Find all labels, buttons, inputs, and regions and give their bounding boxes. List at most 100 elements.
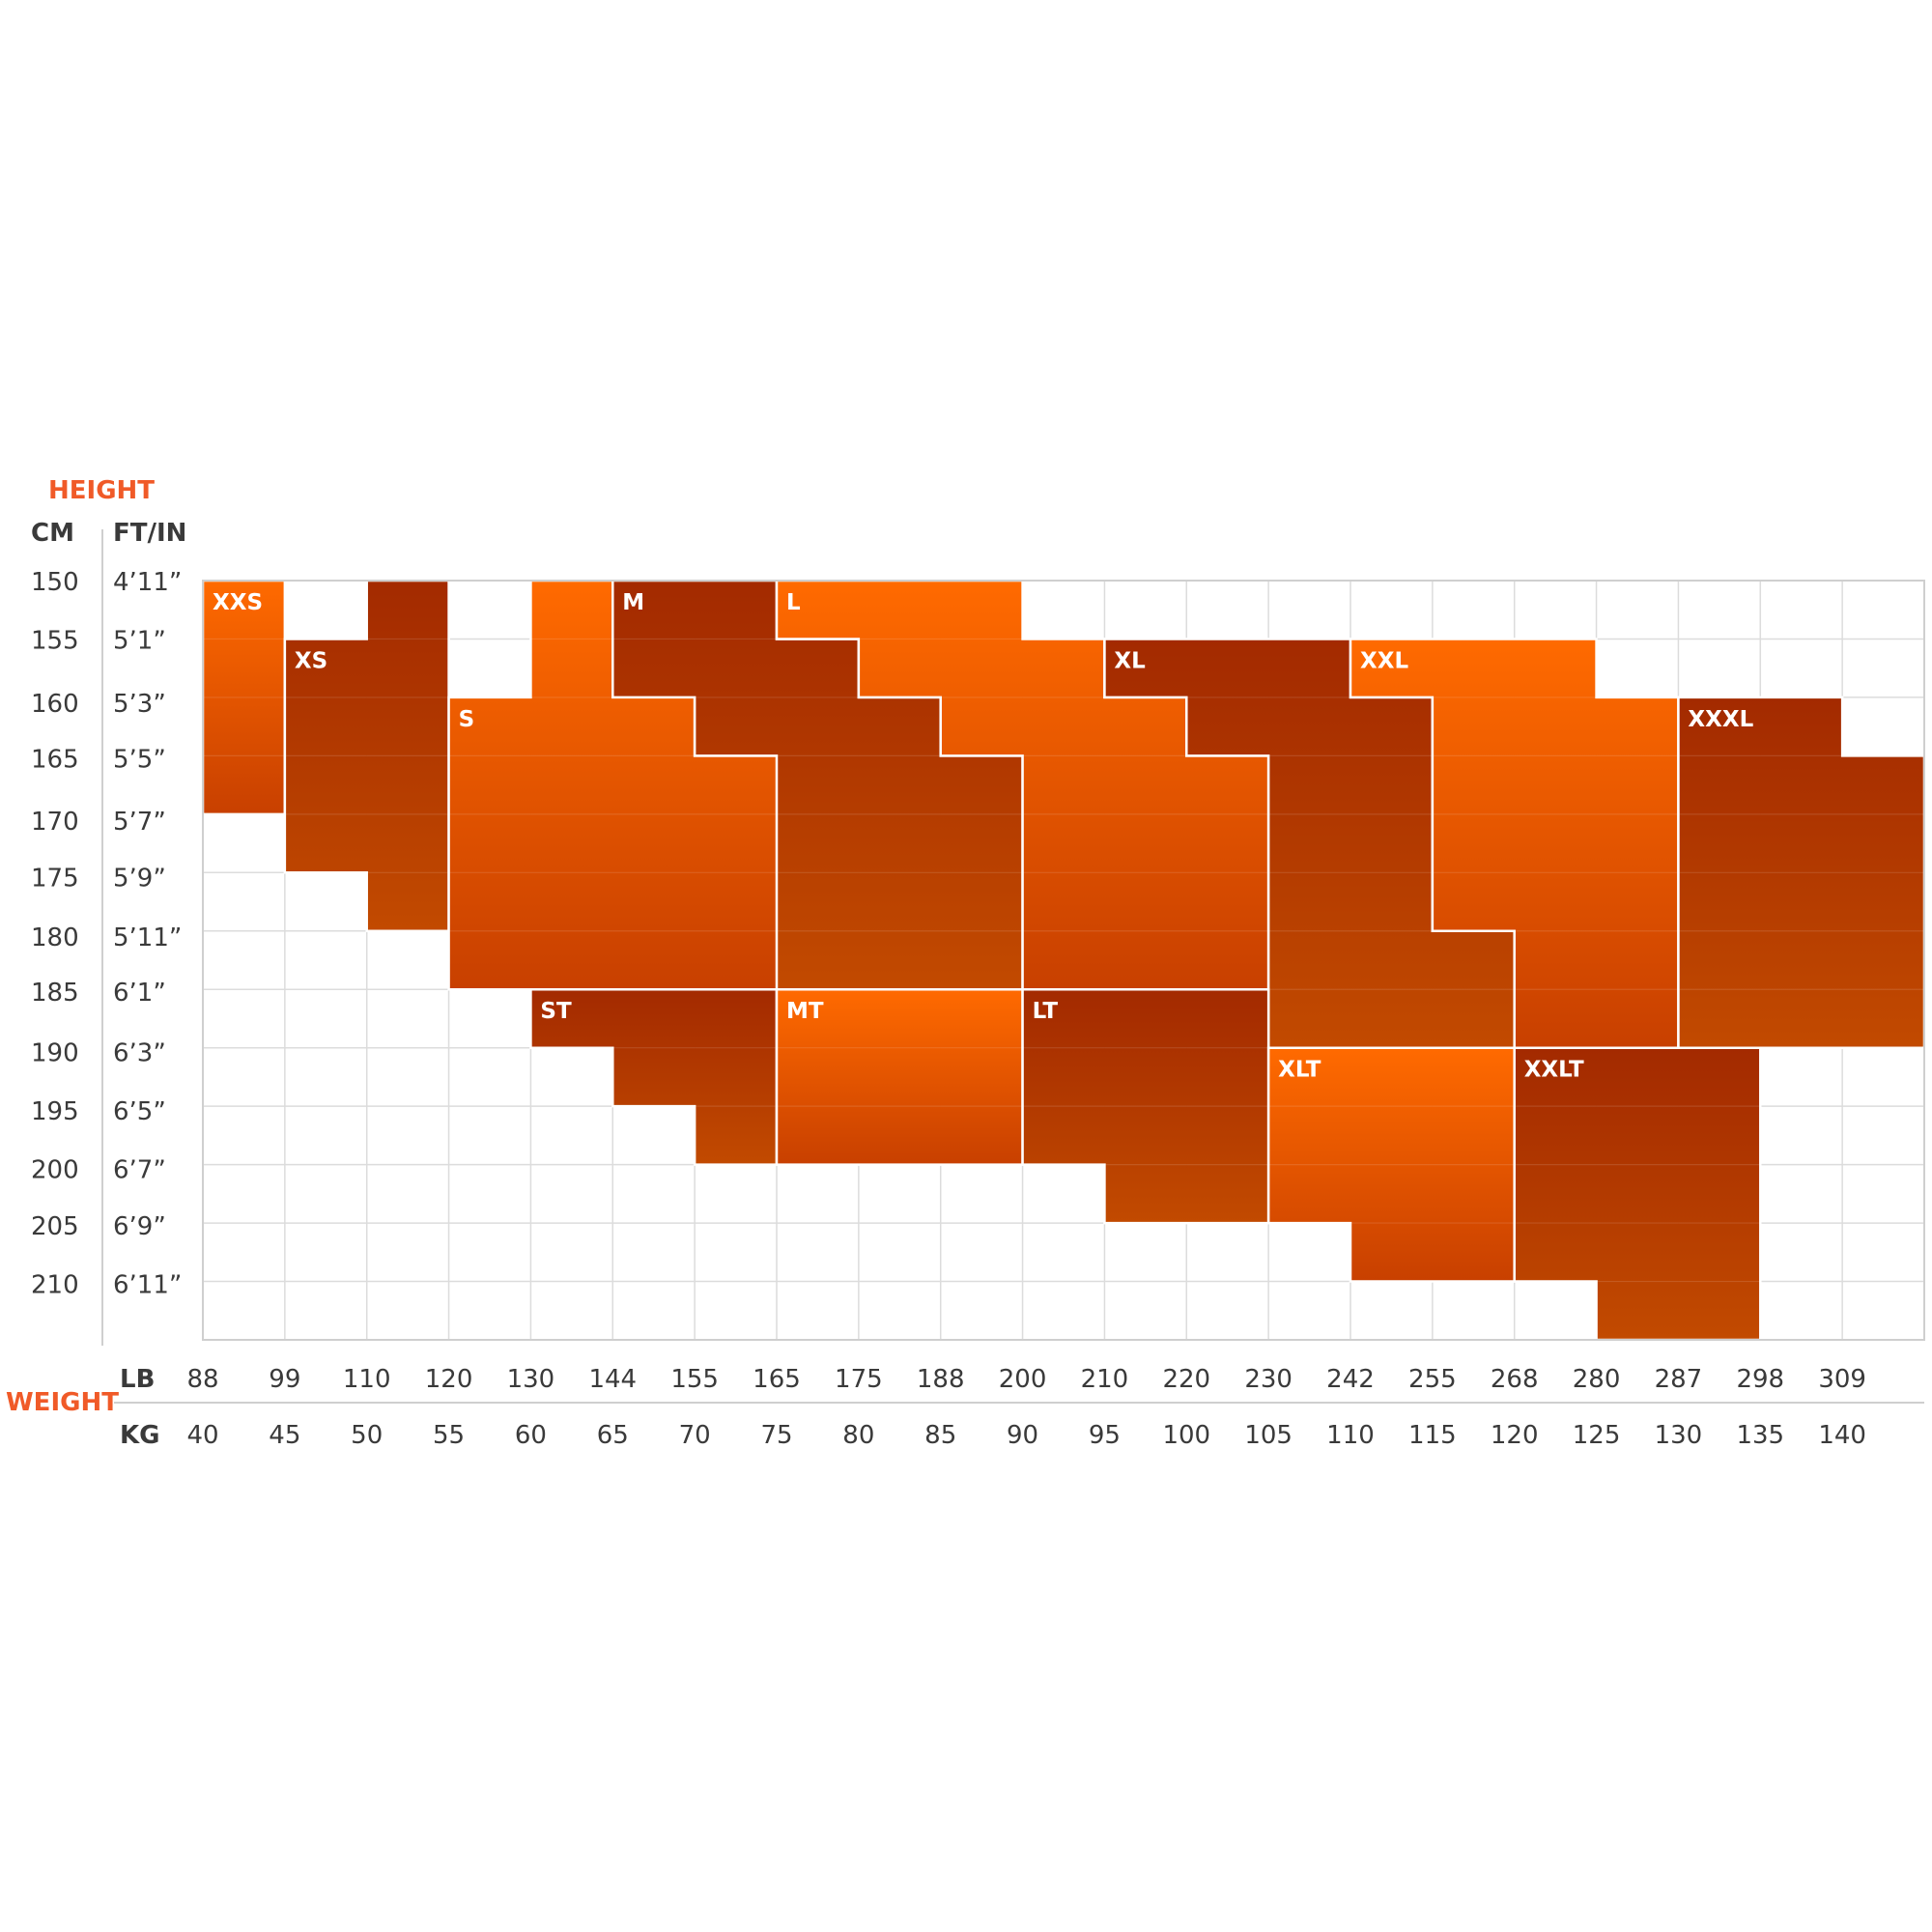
lb-tick-label: 280 bbox=[1573, 1365, 1621, 1394]
size-region-cell bbox=[1104, 989, 1187, 1224]
size-region-xxs: XXS bbox=[201, 579, 287, 816]
ftin-tick-label: 6’3” bbox=[113, 1039, 166, 1068]
kg-tick-label: 125 bbox=[1573, 1421, 1621, 1450]
size-label: XXXL bbox=[1688, 707, 1753, 732]
size-label: XS bbox=[295, 648, 327, 673]
cm-tick-label: 160 bbox=[31, 690, 79, 719]
kg-tick-label: 85 bbox=[924, 1421, 956, 1450]
size-label: S bbox=[459, 707, 475, 732]
ftin-tick-label: 6’7” bbox=[113, 1156, 166, 1185]
lb-tick-label: 110 bbox=[343, 1365, 391, 1394]
size-region-cell bbox=[612, 581, 696, 697]
size-region-cell bbox=[1104, 696, 1187, 990]
size-region-cell bbox=[612, 989, 696, 1107]
ftin-tick-label: 5’5” bbox=[113, 745, 166, 774]
lb-tick-label: 155 bbox=[670, 1365, 719, 1394]
ftin-tick-label: 5’11” bbox=[113, 923, 182, 952]
kg-tick-label: 40 bbox=[186, 1421, 218, 1450]
lb-tick-label: 230 bbox=[1244, 1365, 1293, 1394]
size-region-cell bbox=[777, 581, 860, 639]
kg-tick-label: 135 bbox=[1736, 1421, 1784, 1450]
size-region-cell bbox=[777, 989, 860, 1165]
size-region-cell bbox=[1432, 639, 1516, 931]
size-region-cell bbox=[695, 989, 778, 1165]
size-region-xs: XS bbox=[283, 579, 450, 933]
lb-tick-label: 242 bbox=[1326, 1365, 1375, 1394]
size-region-cell bbox=[1350, 639, 1434, 697]
kg-tick-label: 80 bbox=[842, 1421, 874, 1450]
size-region-cell bbox=[940, 755, 1024, 990]
height-tick-labels: 150 4’11” 155 5’1” 160 5’3” 165 5’5” 170 5’7” 175 5… bbox=[31, 568, 182, 1300]
lb-tick-label: 200 bbox=[999, 1365, 1047, 1394]
size-label: XXL bbox=[1360, 648, 1408, 673]
size-region-cell bbox=[940, 989, 1024, 1165]
size-label: ST bbox=[540, 999, 572, 1024]
size-region-cell bbox=[284, 639, 368, 873]
size-region-cell bbox=[203, 581, 286, 814]
lb-tick-label: 220 bbox=[1162, 1365, 1210, 1394]
size-label: MT bbox=[786, 999, 824, 1024]
lb-tick-label: 144 bbox=[588, 1365, 637, 1394]
size-region-mt: MT bbox=[775, 987, 1024, 1166]
cm-tick-label: 185 bbox=[31, 979, 79, 1008]
size-region-cell bbox=[1104, 639, 1187, 697]
size-label: LT bbox=[1033, 999, 1059, 1024]
kg-tick-label: 70 bbox=[679, 1421, 711, 1450]
cm-tick-label: 200 bbox=[31, 1156, 79, 1185]
size-region-xxl: XXL bbox=[1349, 638, 1680, 1049]
size-region-m: M bbox=[611, 579, 1024, 991]
lb-tick-label: 255 bbox=[1408, 1365, 1457, 1394]
lb-tick-label: 298 bbox=[1736, 1365, 1784, 1394]
size-region-xl: XL bbox=[1103, 638, 1516, 1049]
size-region-cell bbox=[858, 581, 942, 697]
kg-tick-label: 95 bbox=[1089, 1421, 1121, 1450]
ftin-tick-label: 6’5” bbox=[113, 1097, 166, 1126]
size-label: XXS bbox=[213, 590, 263, 615]
cm-tick-label: 165 bbox=[31, 745, 79, 774]
kg-tick-label: 140 bbox=[1818, 1421, 1866, 1450]
size-region-cell bbox=[858, 696, 942, 990]
size-region-cell bbox=[1022, 989, 1106, 1165]
size-label: XLT bbox=[1278, 1058, 1321, 1083]
size-region-cell bbox=[1842, 755, 1925, 1048]
cm-tick-label: 195 bbox=[31, 1097, 79, 1126]
size-region-cell bbox=[1596, 696, 1680, 1048]
size-region-cell bbox=[1350, 1047, 1434, 1282]
size-region-cell bbox=[1268, 1047, 1351, 1224]
weight-tick-labels: 88 40 99 45 110 50 120 55 130 60 144 65 155 70 165 75 17… bbox=[186, 1365, 1866, 1450]
weight-header: WEIGHT bbox=[6, 1388, 119, 1417]
cm-tick-label: 175 bbox=[31, 864, 79, 893]
ftin-tick-label: 6’11” bbox=[113, 1271, 182, 1300]
size-region-cell bbox=[1186, 639, 1269, 756]
lb-tick-label: 130 bbox=[507, 1365, 555, 1394]
size-label: XXLT bbox=[1524, 1058, 1584, 1083]
size-region-cell bbox=[1432, 1047, 1516, 1282]
kg-tick-label: 130 bbox=[1655, 1421, 1703, 1450]
kg-tick-label: 90 bbox=[1007, 1421, 1038, 1450]
cm-tick-label: 155 bbox=[31, 626, 79, 655]
size-region-cell bbox=[1022, 639, 1106, 990]
cm-tick-label: 170 bbox=[31, 808, 79, 837]
lb-tick-label: 99 bbox=[269, 1365, 300, 1394]
size-region-cell bbox=[695, 755, 778, 990]
ftin-tick-label: 5’7” bbox=[113, 808, 166, 837]
size-region-cell bbox=[1514, 1047, 1598, 1282]
ftin-header: FT/IN bbox=[113, 519, 186, 548]
size-region-cell bbox=[366, 581, 450, 931]
size-region-cell bbox=[1760, 696, 1843, 1048]
kg-tick-label: 65 bbox=[597, 1421, 629, 1450]
cm-header: CM bbox=[31, 519, 74, 548]
kg-tick-label: 45 bbox=[269, 1421, 300, 1450]
size-region-cell bbox=[777, 639, 860, 990]
size-region-cell bbox=[448, 696, 532, 990]
kg-tick-label: 120 bbox=[1491, 1421, 1539, 1450]
cm-tick-label: 205 bbox=[31, 1212, 79, 1241]
size-region-cell bbox=[695, 581, 778, 756]
lb-tick-label: 188 bbox=[917, 1365, 965, 1394]
size-region-xxlt: XXLT bbox=[1513, 1046, 1762, 1342]
size-region-l: L bbox=[775, 579, 1270, 991]
size-region-outline bbox=[1266, 1046, 1516, 1283]
size-region-cell bbox=[1268, 639, 1351, 1048]
lb-tick-label: 210 bbox=[1081, 1365, 1129, 1394]
